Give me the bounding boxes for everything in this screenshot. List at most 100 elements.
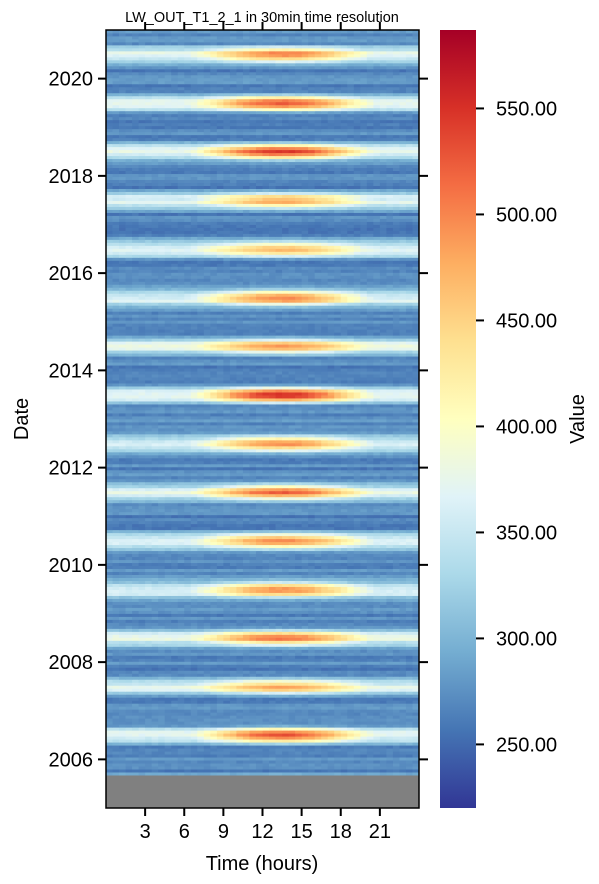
heatmap-cell	[171, 517, 179, 522]
heatmap-cell	[184, 556, 192, 561]
heatmap-cell	[340, 478, 348, 483]
heatmap-cell	[223, 730, 231, 734]
heatmap-cell	[119, 658, 126, 662]
heatmap-cell	[262, 574, 270, 578]
heatmap-cell	[405, 658, 413, 662]
heatmap-cell	[190, 547, 198, 552]
heatmap-cell	[366, 742, 374, 746]
heatmap-cell	[275, 532, 283, 537]
heatmap-cell	[321, 571, 329, 575]
missing-data-row	[106, 775, 419, 779]
heatmap-cell	[392, 646, 400, 650]
heatmap-cell	[379, 478, 387, 483]
heatmap-cell	[327, 472, 335, 477]
heatmap-cell	[145, 589, 153, 593]
heatmap-cell	[216, 667, 224, 671]
heatmap-cell	[106, 664, 113, 668]
heatmap-cell	[112, 490, 120, 495]
heatmap-cell	[223, 547, 231, 552]
heatmap-cell	[269, 670, 276, 674]
heatmap-cell	[164, 706, 172, 710]
heatmap-cell	[112, 706, 120, 710]
heatmap-cell	[223, 643, 231, 647]
heatmap-cell	[164, 499, 172, 504]
heatmap-cell	[203, 487, 211, 492]
heatmap-cell	[353, 682, 361, 686]
heatmap-cell	[405, 604, 413, 608]
heatmap-cell	[269, 673, 276, 677]
heatmap-cell	[347, 700, 355, 704]
heatmap-cell	[255, 649, 263, 653]
heatmap-cell	[236, 538, 244, 543]
heatmap-cell	[353, 697, 361, 701]
heatmap-cell	[412, 496, 419, 501]
heatmap-cell	[405, 565, 413, 570]
heatmap-cell	[132, 739, 140, 743]
heatmap-cell	[340, 631, 348, 635]
heatmap-cell	[295, 733, 303, 737]
heatmap-cell	[236, 724, 244, 728]
heatmap-cell	[106, 652, 113, 656]
heatmap-cell	[275, 694, 283, 698]
heatmap-cell	[112, 619, 120, 623]
heatmap-cell	[197, 769, 205, 773]
heatmap-cell	[314, 598, 322, 602]
heatmap-cell	[210, 721, 218, 725]
heatmap-cell	[275, 655, 283, 659]
heatmap-cell	[360, 550, 368, 555]
heatmap-cell	[158, 751, 166, 755]
heatmap-cell	[229, 739, 237, 743]
heatmap-cell	[106, 526, 113, 531]
heatmap-cell	[321, 700, 329, 704]
heatmap-cell	[197, 625, 205, 629]
heatmap-cell	[242, 715, 250, 719]
heatmap-cell	[125, 565, 133, 570]
heatmap-cell	[197, 628, 205, 632]
heatmap-cell	[262, 634, 270, 638]
heatmap-cell	[340, 490, 348, 495]
heatmap-cell	[386, 700, 394, 704]
heatmap-cell	[373, 532, 381, 537]
heatmap-cell	[301, 541, 309, 546]
heatmap-cell	[347, 664, 355, 668]
heatmap-cell	[203, 565, 211, 570]
heatmap-cell	[255, 490, 263, 495]
heatmap-cell	[249, 466, 257, 471]
heatmap-cell	[366, 472, 374, 477]
heatmap-cell	[255, 619, 263, 623]
heatmap-cell	[347, 679, 355, 683]
heatmap-cell	[373, 619, 381, 623]
heatmap-cell	[262, 526, 270, 531]
heatmap-cell	[112, 676, 120, 680]
heatmap-cell	[106, 730, 113, 734]
heatmap-cell	[386, 637, 394, 641]
heatmap-cell	[119, 733, 126, 737]
heatmap-cell	[308, 703, 316, 707]
heatmap-cell	[269, 640, 276, 644]
heatmap-cell	[366, 547, 374, 552]
heatmap-cell	[366, 700, 374, 704]
heatmap-cell	[216, 763, 224, 767]
heatmap-cell	[125, 574, 133, 578]
heatmap-cell	[203, 493, 211, 498]
heatmap-cell	[360, 709, 368, 713]
heatmap-cell	[242, 568, 250, 573]
heatmap-cell	[282, 685, 289, 689]
heatmap-cell	[171, 715, 179, 719]
heatmap-cell	[321, 628, 329, 632]
heatmap-cell	[184, 595, 192, 599]
heatmap-cell	[288, 610, 296, 614]
heatmap-cell	[301, 487, 309, 492]
heatmap-cell	[334, 553, 342, 558]
heatmap-cell	[255, 493, 263, 498]
heatmap-cell	[132, 646, 140, 650]
heatmap-cell	[386, 532, 394, 537]
heatmap-cell	[308, 634, 316, 638]
heatmap-cell	[262, 628, 270, 632]
heatmap-cell	[282, 514, 289, 519]
heatmap-cell	[132, 523, 140, 528]
heatmap-cell	[249, 649, 257, 653]
heatmap-cell	[223, 520, 231, 525]
heatmap-cell	[177, 661, 185, 665]
heatmap-cell	[197, 667, 205, 671]
